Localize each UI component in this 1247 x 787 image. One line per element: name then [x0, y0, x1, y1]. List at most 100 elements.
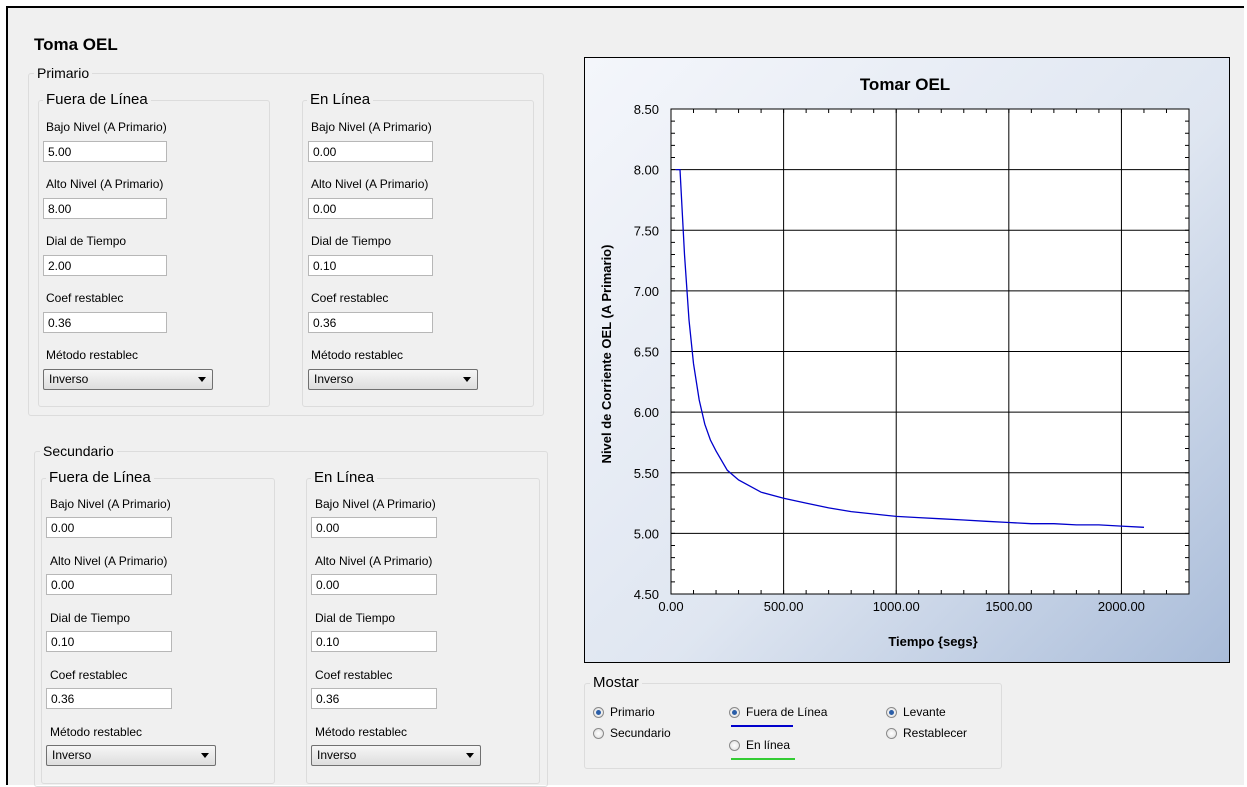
- primario-offline-bajo-label: Bajo Nivel (A Primario): [46, 120, 167, 134]
- radio-primario[interactable]: Primario: [593, 705, 655, 719]
- y-tick-label: 6.50: [634, 345, 659, 360]
- radio-restablecer-label: Restablecer: [903, 726, 968, 740]
- page-title: Toma OEL: [34, 35, 118, 54]
- secundario-offline-metodo-label: Método restablec: [50, 725, 143, 739]
- primario-online-coef-label: Coef restablec: [311, 291, 389, 305]
- primario-online-metodo-label: Método restablec: [311, 348, 404, 362]
- chart-title: Tomar OEL: [860, 75, 950, 94]
- primario-online-coef-input[interactable]: [308, 312, 433, 333]
- primario-offline-coef-input[interactable]: [43, 312, 167, 333]
- y-tick-label: 8.00: [634, 163, 659, 178]
- y-tick-label: 8.50: [634, 102, 659, 117]
- chevron-down-icon: [466, 753, 474, 758]
- chart-xlabel: Tiempo {segs}: [888, 634, 977, 649]
- secundario-offline-alto-label: Alto Nivel (A Primario): [50, 554, 168, 568]
- primario-online-dial-input[interactable]: [308, 255, 433, 276]
- secundario-online-alto-input[interactable]: [311, 574, 437, 595]
- secundario-online-metodo-select[interactable]: Inverso: [311, 745, 481, 766]
- primario-online-metodo-value: Inverso: [314, 372, 354, 386]
- primario-offline-dial-label: Dial de Tiempo: [46, 234, 127, 248]
- radio-secundario-label: Secundario: [610, 726, 671, 740]
- primario-offline-coef-label: Coef restablec: [46, 291, 124, 305]
- secundario-online-dial-label: Dial de Tiempo: [315, 611, 396, 625]
- mostrar-title: Mostar: [590, 674, 642, 692]
- primario-offline-bajo-input[interactable]: [43, 141, 167, 162]
- secundario-offline-metodo-select[interactable]: Inverso: [46, 745, 216, 766]
- secundario-group: Secundario: [34, 442, 548, 787]
- x-tick-label: 1000.00: [873, 599, 920, 614]
- primario-offline-metodo-value: Inverso: [49, 372, 89, 386]
- radio-fuera-indicator[interactable]: [729, 706, 740, 718]
- chart-ylabel: Nivel de Corriente OEL (A Primario): [599, 245, 614, 464]
- radio-secundario[interactable]: Secundario: [593, 726, 671, 740]
- mostrar-group: Mostar: [584, 674, 1002, 769]
- chevron-down-icon: [198, 377, 206, 382]
- radio-en-linea[interactable]: En línea: [729, 738, 790, 752]
- legend-line-fuera: [731, 725, 793, 727]
- secundario-offline-bajo-input[interactable]: [46, 517, 172, 538]
- x-tick-label: 2000.00: [1098, 599, 1145, 614]
- secundario-offline-bajo-label: Bajo Nivel (A Primario): [50, 497, 171, 511]
- primario-offline-group: Fuera de Línea: [38, 91, 270, 407]
- secundario-offline-dial-label: Dial de Tiempo: [50, 611, 131, 625]
- x-tick-label: 500.00: [764, 599, 804, 614]
- primario-online-dial-label: Dial de Tiempo: [311, 234, 392, 248]
- radio-primario-indicator[interactable]: [593, 706, 604, 718]
- secundario-online-metodo-value: Inverso: [317, 748, 357, 762]
- radio-restablecer-indicator[interactable]: [886, 727, 897, 739]
- radio-enlinea-label: En línea: [746, 738, 791, 752]
- secundario-offline-alto-input[interactable]: [46, 574, 172, 595]
- secundario-offline-title: Fuera de Línea: [46, 469, 154, 487]
- secundario-offline-group: Fuera de Línea: [41, 469, 275, 784]
- oel-chart: Tomar OEL Nivel de Corriente OEL (A Prim…: [599, 75, 1190, 649]
- secundario-online-coef-input[interactable]: [311, 688, 437, 709]
- primario-online-title: En Línea: [307, 91, 374, 109]
- chart-panel: Tomar OEL Nivel de Corriente OEL (A Prim…: [584, 57, 1230, 663]
- secundario-online-bajo-input[interactable]: [311, 517, 437, 538]
- secundario-online-coef-label: Coef restablec: [315, 668, 393, 682]
- radio-levante-label: Levante: [903, 705, 946, 719]
- radio-fuera-de-linea[interactable]: Fuera de Línea: [729, 705, 827, 719]
- y-tick-label: 5.00: [634, 526, 659, 541]
- radio-levante[interactable]: Levante: [886, 705, 946, 719]
- primario-online-alto-input[interactable]: [308, 198, 433, 219]
- y-tick-label: 5.50: [634, 466, 659, 481]
- secundario-offline-coef-input[interactable]: [46, 688, 172, 709]
- secundario-offline-coef-label: Coef restablec: [50, 668, 128, 682]
- secundario-offline-metodo-value: Inverso: [52, 748, 92, 762]
- radio-enlinea-indicator[interactable]: [729, 739, 740, 751]
- primario-online-bajo-label: Bajo Nivel (A Primario): [311, 120, 432, 134]
- y-tick-label: 7.50: [634, 223, 659, 238]
- y-tick-label: 4.50: [634, 587, 659, 602]
- primario-group: Primario: [28, 64, 544, 416]
- primario-online-bajo-input[interactable]: [308, 141, 433, 162]
- secundario-offline-dial-input[interactable]: [46, 631, 172, 652]
- series-line-0: [675, 168, 1145, 528]
- y-tick-label: 6.00: [634, 405, 659, 420]
- secundario-online-group: En Línea: [306, 469, 540, 784]
- secundario-online-metodo-label: Método restablec: [315, 725, 408, 739]
- primario-offline-metodo-select[interactable]: Inverso: [43, 369, 213, 390]
- primario-offline-alto-label: Alto Nivel (A Primario): [46, 177, 164, 191]
- legend-line-enlinea: [731, 758, 795, 760]
- radio-restablecer[interactable]: Restablecer: [886, 726, 967, 740]
- secundario-online-bajo-label: Bajo Nivel (A Primario): [315, 497, 436, 511]
- radio-primario-label: Primario: [610, 705, 655, 719]
- x-tick-label: 0.00: [658, 599, 683, 614]
- radio-fuera-label: Fuera de Línea: [746, 705, 828, 719]
- primario-online-alto-label: Alto Nivel (A Primario): [311, 177, 429, 191]
- primario-online-metodo-select[interactable]: Inverso: [308, 369, 478, 390]
- primario-offline-title: Fuera de Línea: [43, 91, 151, 109]
- secundario-online-alto-label: Alto Nivel (A Primario): [315, 554, 433, 568]
- secundario-online-title: En Línea: [311, 469, 378, 487]
- y-tick-label: 7.00: [634, 284, 659, 299]
- primario-title: Primario: [34, 64, 93, 82]
- chevron-down-icon: [463, 377, 471, 382]
- primario-offline-alto-input[interactable]: [43, 198, 167, 219]
- secundario-online-dial-input[interactable]: [311, 631, 437, 652]
- primario-offline-dial-input[interactable]: [43, 255, 167, 276]
- radio-secundario-indicator[interactable]: [593, 727, 604, 739]
- x-tick-label: 1500.00: [985, 599, 1032, 614]
- radio-levante-indicator[interactable]: [886, 706, 897, 718]
- primario-online-group: En Línea: [302, 91, 534, 407]
